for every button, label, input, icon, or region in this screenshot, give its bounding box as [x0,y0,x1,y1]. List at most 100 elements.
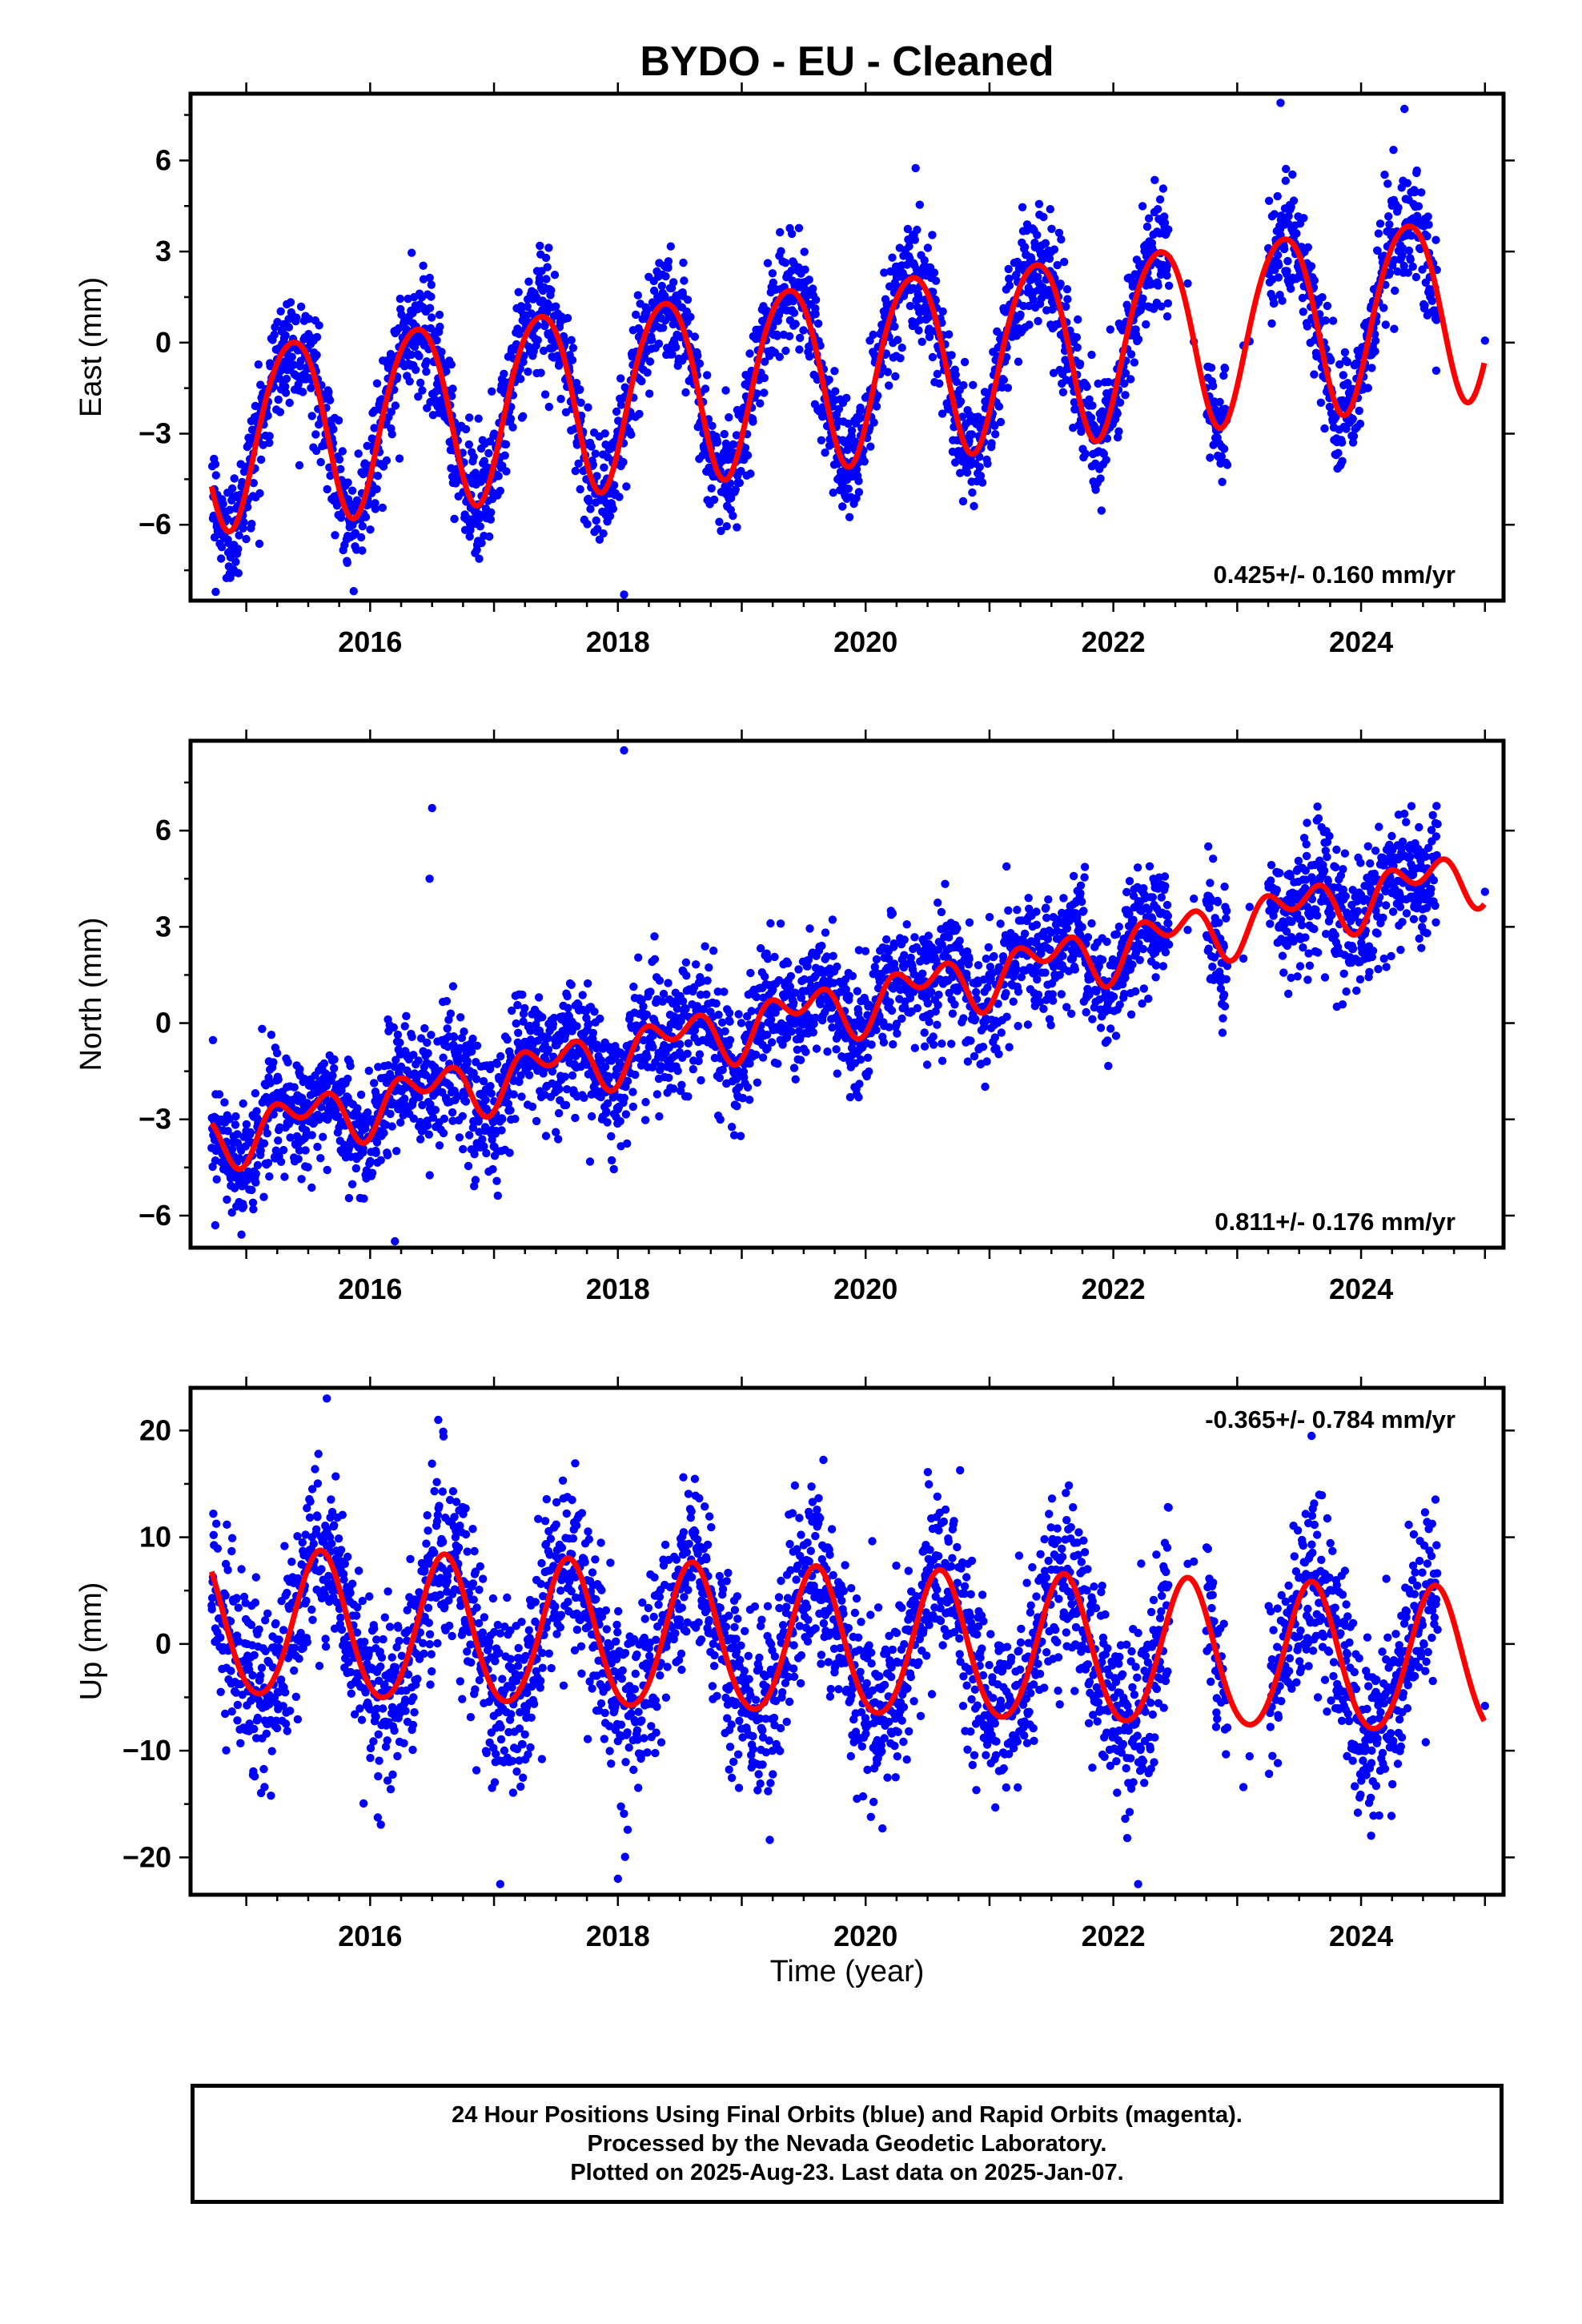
data-point [1050,245,1059,254]
data-point [395,454,404,463]
data-point [923,999,933,1008]
data-point [474,414,483,423]
data-point [731,485,740,494]
data-point [584,403,592,412]
data-point [920,1028,929,1037]
data-point [535,274,544,283]
data-point [1063,295,1072,304]
data-point [550,271,560,279]
data-point [1283,267,1291,275]
data-point [587,1112,596,1121]
data-point [464,440,473,449]
data-point [947,1039,956,1048]
data-point [1383,179,1392,188]
data-point [983,459,992,468]
data-point [959,380,968,390]
data-point [363,441,371,450]
data-point [576,385,584,394]
data-point [591,449,600,458]
data-point [516,375,525,384]
data-point [646,987,655,996]
data-point [1411,272,1421,282]
data-point [386,1109,395,1119]
data-point [844,485,853,493]
data-point [534,993,544,1002]
data-point [689,1065,697,1074]
data-point [422,357,432,366]
data-point [1371,336,1380,345]
data-point [439,1128,448,1138]
data-point [773,1059,782,1068]
data-point [239,524,247,533]
data-point [677,1080,686,1090]
data-point [464,1161,473,1171]
data-point [1114,427,1123,436]
data-point [346,1061,355,1071]
data-point [371,505,380,513]
data-point [1094,379,1102,388]
data-point [347,486,357,495]
data-point [712,999,721,1008]
data-point [466,525,475,535]
data-point [592,472,601,480]
data-point [230,474,239,483]
data-point [867,1040,876,1049]
data-point [721,1027,729,1036]
data-point [488,387,496,396]
data-point [769,278,777,287]
data-point [313,1142,322,1152]
data-point [281,331,290,340]
data-point [1408,262,1417,271]
data-point [1155,195,1165,204]
data-point [976,472,986,480]
data-point [661,271,670,281]
data-point [251,1169,260,1178]
data-point [714,1011,723,1019]
data-point [425,273,434,283]
data-point [1053,260,1062,270]
data-point [621,1110,631,1119]
data-point [910,1043,920,1052]
data-point [493,1191,502,1200]
data-point [292,313,301,322]
data-point [1417,188,1426,197]
data-point [282,374,291,384]
data-point [1274,273,1283,282]
data-point [376,1156,385,1165]
data-point [905,301,915,311]
data-point [234,545,243,553]
data-point [929,1032,938,1041]
data-point [512,1019,520,1028]
data-point [525,1071,534,1080]
x-tick-label: 2024 [1329,625,1393,658]
data-point [1097,506,1106,515]
data-point [447,360,456,369]
data-point [821,928,830,937]
data-point [239,518,248,527]
data-point [794,223,804,232]
data-point [928,231,937,239]
data-point [703,371,712,380]
data-point [400,1094,409,1104]
data-point [673,1067,682,1076]
data-point [873,391,882,400]
data-point [833,1069,842,1078]
data-point [592,516,600,525]
data-point [265,432,274,440]
data-point [448,392,456,400]
data-point [312,351,321,360]
data-point [1033,231,1042,239]
data-point [256,455,266,464]
data-point [1292,229,1301,238]
data-point [567,980,576,990]
data-point [329,424,338,434]
data-point [956,397,966,406]
data-point [1340,348,1350,357]
data-point [285,398,294,408]
data-point [1287,284,1295,293]
data-point [487,1089,496,1098]
data-point [883,368,893,376]
data-point [758,1053,768,1062]
